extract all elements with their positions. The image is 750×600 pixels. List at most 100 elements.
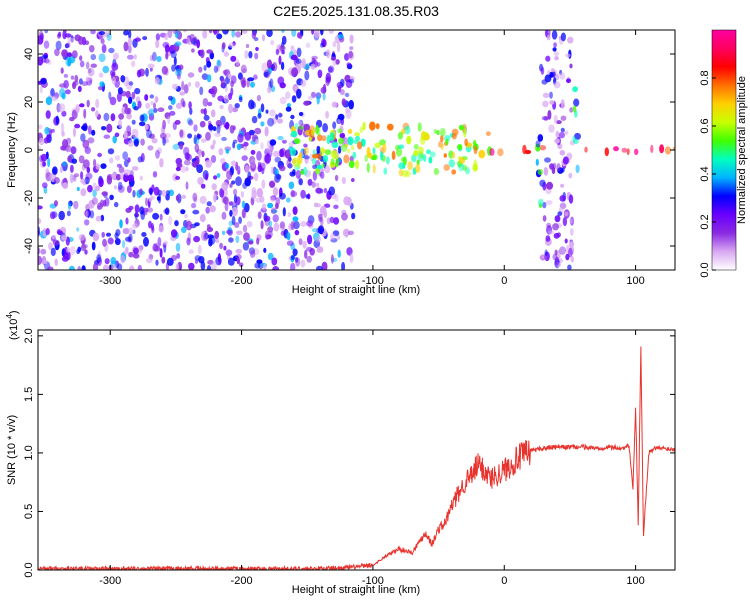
- spectrogram-cell: [215, 119, 223, 127]
- spectrogram-cell: [47, 266, 54, 270]
- spectrogram-cell: [332, 60, 337, 66]
- spectrogram-cell: [133, 106, 139, 111]
- spectrogram-cell: [312, 149, 316, 156]
- spectrogram-cell: [297, 121, 302, 126]
- snr-x-axis-label: Height of straight line (km): [292, 584, 420, 596]
- spectrogram-cell: [545, 200, 553, 205]
- spectrogram-cell: [569, 241, 575, 248]
- spectrogram-cell: [248, 99, 255, 110]
- spectrogram-cell: [337, 119, 341, 124]
- spectrogram-cell: [344, 143, 349, 148]
- spectrogram-cell: [485, 131, 491, 137]
- spectrogram-cell: [217, 95, 225, 102]
- spectrogram-cell: [231, 215, 236, 226]
- spectrogram-cell: [277, 135, 284, 141]
- spectrogram-cell: [214, 230, 220, 240]
- spectrogram-cell: [231, 180, 236, 185]
- spectrogram-cell: [214, 132, 222, 137]
- spectrogram-cell: [303, 100, 310, 106]
- spectrogram-cell: [213, 30, 217, 36]
- spectrogram-cell: [147, 145, 154, 151]
- spectrogram-cell: [70, 146, 77, 155]
- spectrogram-cell: [210, 155, 217, 163]
- spectrogram-cell: [305, 194, 309, 199]
- spectrogram-cell: [544, 157, 551, 163]
- spectrogram-cell: [92, 189, 97, 198]
- spectrogram-cell: [229, 125, 235, 134]
- spectrogram-cell: [462, 164, 468, 171]
- spectrogram-cell: [255, 47, 259, 51]
- spectrogram-cell: [273, 222, 280, 232]
- spectrogram-cell: [212, 139, 216, 146]
- spectrogram-cell: [295, 170, 301, 179]
- spectrogram-cell: [372, 163, 376, 174]
- spectrogram-cell: [478, 149, 486, 159]
- spectrogram-cell: [185, 181, 189, 190]
- spectrogram-cell: [134, 210, 138, 220]
- spectrogram-cell: [540, 66, 545, 75]
- spectrogram-cell: [146, 207, 154, 213]
- spectrogram-cell: [433, 128, 437, 134]
- spectrogram-cell: [91, 129, 96, 136]
- spectrogram-cell: [290, 221, 295, 230]
- spectrogram-cell: [44, 30, 48, 34]
- spectrogram-cell: [473, 159, 478, 170]
- spectrogram-cell: [349, 76, 355, 81]
- spectrogram-cell: [170, 229, 178, 238]
- spectrogram-cell: [242, 182, 248, 189]
- spectrogram-cell: [548, 124, 555, 133]
- spectrogram-cell: [111, 76, 117, 85]
- spectrogram-cell: [228, 201, 234, 206]
- spectrogram-cell: [181, 226, 187, 233]
- spectrogram-cell: [111, 62, 119, 71]
- spectrogram-cell: [323, 187, 328, 194]
- spectrogram-cell: [197, 148, 202, 158]
- spectrogram-cell: [295, 257, 301, 267]
- spectrogram-cell: [176, 162, 183, 168]
- spectrogram-cell: [144, 124, 149, 130]
- spectrogram-cell: [216, 59, 221, 67]
- spectrogram-cell: [164, 32, 169, 41]
- spectrogram-cell: [219, 188, 225, 198]
- spectrogram-cell: [285, 106, 292, 112]
- spectrogram-cell: [347, 128, 353, 135]
- spectrogram-cell: [202, 98, 209, 107]
- spectrogram-cell: [226, 229, 232, 235]
- spectrogram-cell: [60, 122, 65, 133]
- spectrogram-cell: [103, 112, 110, 122]
- spectrogram-cell: [77, 85, 82, 93]
- spectrogram-cell: [161, 256, 166, 264]
- spectrogram-cell: [543, 167, 549, 176]
- spectrogram-cell: [429, 151, 436, 158]
- spectrogram-cell: [332, 41, 337, 48]
- spectrogram-cell: [131, 60, 136, 67]
- spectrogram-cell: [57, 230, 63, 236]
- spectrogram-cell: [256, 150, 262, 161]
- x-tick-label: -100: [362, 275, 384, 287]
- spectrogram-cell: [343, 154, 350, 164]
- spectrogram-cell: [172, 83, 179, 90]
- spectrogram-cell: [568, 172, 573, 179]
- spectrogram-cell: [65, 144, 72, 153]
- spectrogram-cell: [168, 105, 173, 110]
- spectrogram-cell: [133, 138, 139, 147]
- spectrogram-cell: [51, 235, 56, 239]
- spectrogram-cell: [104, 258, 110, 265]
- spectrogram-cell: [101, 231, 105, 238]
- spectrogram-cell: [144, 94, 149, 101]
- spectrogram-cell: [83, 159, 90, 169]
- spectrogram-cell: [146, 129, 152, 139]
- spectrogram-cell: [271, 257, 278, 266]
- spectrogram-cell: [221, 136, 227, 142]
- spectrogram-cell: [205, 131, 211, 141]
- spectrogram-cell: [231, 206, 239, 217]
- spectrogram-cell: [245, 43, 250, 49]
- spectrogram-cell: [440, 143, 444, 151]
- spectrogram-cell: [290, 189, 296, 198]
- spectrogram-cell: [350, 145, 355, 151]
- spectrogram-cell: [279, 45, 286, 52]
- spectrogram-cell: [341, 98, 346, 106]
- spectrogram-cell: [137, 100, 142, 109]
- snr-multiplier-prefix: (x10: [8, 319, 20, 340]
- spectrogram-cell: [73, 200, 79, 210]
